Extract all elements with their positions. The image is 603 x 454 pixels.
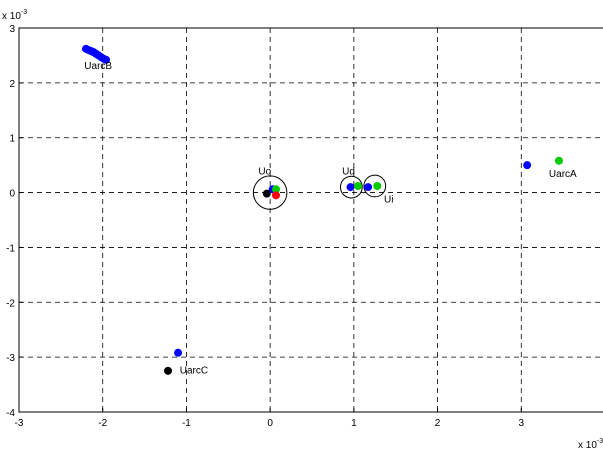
data-points bbox=[82, 45, 562, 374]
annotation-label: Ui bbox=[384, 194, 393, 205]
x-tick-label: -2 bbox=[98, 418, 107, 429]
y-tick-label: 2 bbox=[9, 79, 15, 90]
annotations: UarcB Uo Ud Ui UarcA UarcC bbox=[84, 61, 577, 376]
grid-lines bbox=[19, 28, 603, 412]
annotation-label: UarcC bbox=[180, 366, 208, 377]
y-tick-label: -3 bbox=[6, 353, 15, 364]
blue-data-point bbox=[524, 162, 531, 169]
x-tick-label: 0 bbox=[267, 418, 273, 429]
red-data-point bbox=[273, 192, 280, 199]
blue-data-point bbox=[347, 184, 354, 191]
blue-data-point bbox=[365, 184, 372, 191]
y-tick-label: 0 bbox=[9, 189, 15, 200]
x-tick-label: 3 bbox=[519, 418, 525, 429]
blue-data-point bbox=[175, 349, 182, 356]
green-data-point bbox=[555, 157, 562, 164]
black-data-point bbox=[165, 367, 172, 374]
y-tick-label: 1 bbox=[9, 134, 15, 145]
x-tick-label: -3 bbox=[15, 418, 24, 429]
y-tick-label: -2 bbox=[6, 298, 15, 309]
black-data-point bbox=[263, 190, 270, 197]
green-data-point bbox=[374, 182, 381, 189]
annotation-label: Uo bbox=[258, 166, 271, 177]
green-data-point bbox=[355, 182, 362, 189]
annotation-label: Ud bbox=[342, 166, 355, 177]
y-tick-label: -1 bbox=[6, 243, 15, 254]
y-tick-label: 3 bbox=[9, 24, 15, 35]
x-tick-label: 2 bbox=[435, 418, 441, 429]
y-scale-label: x 10-3 bbox=[2, 9, 27, 22]
y-tick-label: -4 bbox=[6, 408, 15, 419]
x-scale-label: x 10-3 bbox=[578, 438, 603, 451]
annotation-label: UarcA bbox=[549, 169, 577, 180]
x-tick-label: -1 bbox=[182, 418, 191, 429]
x-tick-label: 1 bbox=[351, 418, 357, 429]
plot-frame bbox=[19, 28, 603, 412]
annotation-label: UarcB bbox=[84, 61, 112, 72]
